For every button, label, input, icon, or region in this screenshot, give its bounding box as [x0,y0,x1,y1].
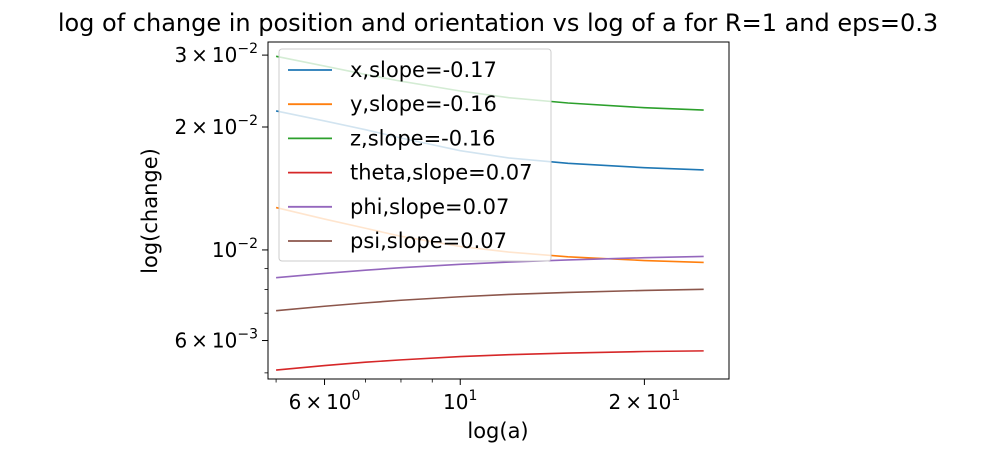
y-axis-label: log(change) [138,148,162,274]
x-tick-label: 6 × 100 [289,388,361,414]
series-line [276,255,704,279]
legend-label: phi,slope=0.07 [350,195,509,219]
legend-box [278,48,552,262]
legend-label: theta,slope=0.07 [350,161,532,185]
legend-label: psi,slope=0.07 [350,229,507,253]
x-axis-label: log(a) [467,419,528,443]
x-tick-label: 2 × 101 [608,388,680,414]
series-line [276,288,704,312]
y-tick-label: 6 × 10−3 [174,327,258,353]
y-axis-ticks: 6 × 10−3 10−2 2 × 10−2 3 × 10−2 [174,41,268,353]
y-tick-label: 10−2 [212,236,258,262]
minor-ticks [264,268,433,383]
x-axis-ticks: 6 × 100 101 2 × 101 [289,379,680,414]
chart-title: log of change in position and orientatio… [58,9,938,37]
legend: x,slope=-0.17 y,slope=-0.16 z,slope=-0.16 t… [278,48,552,262]
y-tick-label: 3 × 10−2 [174,41,258,67]
series-line [276,350,704,371]
x-tick-label: 101 [443,388,477,414]
legend-label: z,slope=-0.16 [350,126,496,150]
y-tick-label: 2 × 10−2 [174,113,258,139]
legend-label: x,slope=-0.17 [350,58,497,82]
legend-label: y,slope=-0.16 [350,92,497,116]
